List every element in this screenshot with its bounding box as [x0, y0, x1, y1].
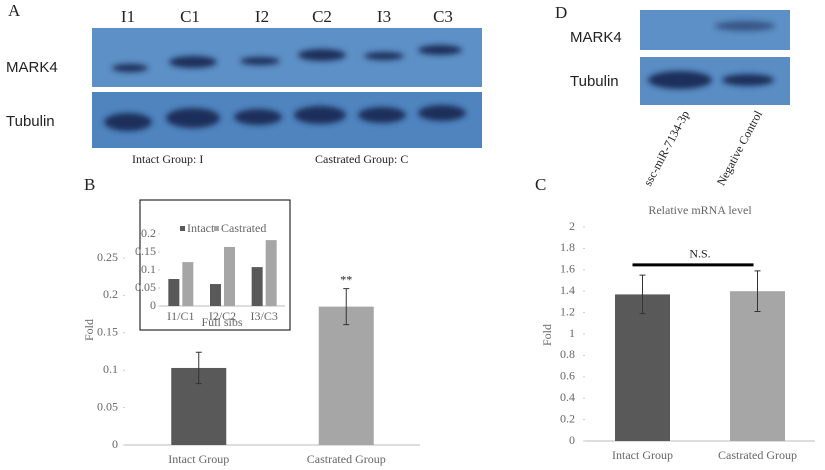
- panel-label: C: [535, 175, 546, 194]
- y-tick-label: 0.25: [97, 250, 118, 264]
- blot-legend: Castrated Group: C: [315, 152, 408, 166]
- y-tick-label: 0.05: [135, 280, 156, 294]
- lane-label: I2: [255, 7, 269, 26]
- error-bar: [343, 288, 350, 326]
- y-tick-label: 0.4: [560, 390, 575, 404]
- y-axis-label: Fold: [82, 319, 96, 341]
- x-axis-label: Full sibs: [201, 315, 242, 329]
- bar: [318, 306, 374, 445]
- x-tick-label: I3/C3: [250, 309, 277, 323]
- y-tick-label: 0.15: [97, 325, 118, 339]
- bar: [265, 240, 277, 306]
- row-label: Tubulin: [570, 73, 619, 90]
- lane-label: C1: [180, 7, 200, 26]
- error-bar: [754, 270, 761, 313]
- bar: [730, 291, 785, 441]
- x-tick-label: I2/C2: [209, 309, 236, 323]
- lane-label: Negative Control: [714, 108, 766, 188]
- inset-frame: [139, 199, 291, 331]
- y-tick-label: 0.2: [560, 411, 575, 425]
- annotation: **: [340, 272, 352, 286]
- panel-label: A: [8, 1, 21, 20]
- x-tick-label: Castrated Group: [307, 452, 386, 466]
- y-tick-label: 0.05: [97, 399, 118, 413]
- row-label: MARK4: [6, 59, 58, 76]
- y-tick-label: 0.1: [141, 262, 156, 276]
- lane-label: I1: [121, 7, 135, 26]
- bar: [251, 267, 263, 306]
- y-axis-label: Fold: [540, 324, 554, 346]
- lane-label: C3: [433, 7, 453, 26]
- legend-label: Intact: [187, 221, 215, 235]
- y-tick-label: 1.8: [560, 240, 575, 254]
- y-tick-label: 0.15: [135, 244, 156, 258]
- lane-label: C2: [312, 7, 332, 26]
- y-tick-label: 1.2: [560, 304, 575, 318]
- row-label: Tubulin: [6, 113, 55, 130]
- y-tick-label: 0.2: [141, 226, 156, 240]
- y-tick-label: 1: [569, 326, 575, 340]
- x-tick-label: Castrated Group: [718, 448, 797, 462]
- y-tick-label: 1.4: [560, 283, 575, 297]
- blot-a: [92, 28, 482, 148]
- y-tick-label: 0: [112, 437, 118, 451]
- annotation: N.S.: [689, 247, 710, 261]
- panel-label: D: [555, 3, 567, 22]
- y-tick-label: 0.6: [560, 369, 575, 383]
- bar: [210, 284, 221, 306]
- bar: [168, 279, 180, 306]
- bar: [224, 246, 235, 306]
- y-tick-label: 1.6: [560, 262, 575, 276]
- error-bar: [639, 274, 646, 315]
- panel-label: B: [84, 175, 95, 194]
- y-tick-label: 2: [569, 219, 575, 233]
- y-tick-label: 0.2: [103, 287, 118, 301]
- lane-label: I3: [377, 7, 391, 26]
- legend-swatch: [214, 226, 219, 231]
- chart-title: Relative mRNA level: [648, 203, 752, 217]
- x-tick-label: I1/C1: [167, 309, 194, 323]
- y-tick-label: 0: [150, 298, 156, 312]
- lane-label: ssc-miR-7134-3p: [641, 108, 692, 188]
- y-tick-label: 0.1: [103, 362, 118, 376]
- bar: [182, 262, 194, 306]
- row-label: MARK4: [570, 29, 622, 46]
- legend-label: Castrated: [221, 221, 266, 235]
- y-tick-label: 0: [569, 433, 575, 447]
- x-tick-label: Intact Group: [168, 452, 229, 466]
- error-bar: [195, 351, 202, 385]
- blot-legend: Intact Group: I: [132, 152, 203, 166]
- y-tick-label: 0.8: [560, 347, 575, 361]
- bar: [615, 294, 670, 441]
- x-tick-label: Intact Group: [612, 448, 673, 462]
- legend-swatch: [180, 226, 185, 231]
- blot-d: [640, 10, 790, 105]
